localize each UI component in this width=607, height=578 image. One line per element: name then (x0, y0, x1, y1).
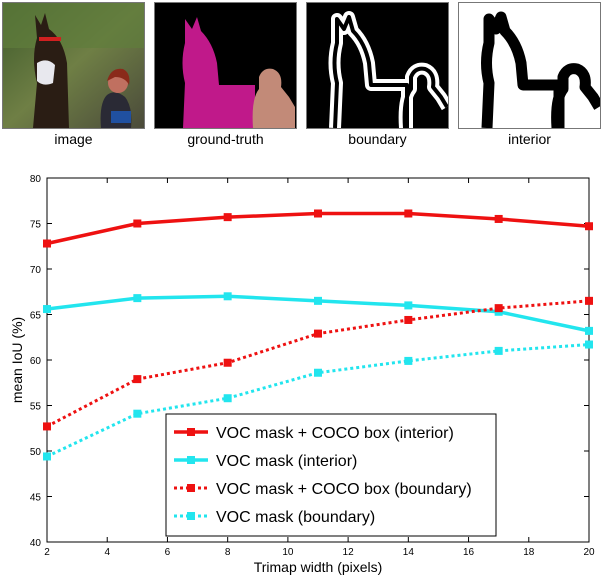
legend-swatch-marker (187, 428, 195, 436)
legend-entry: VOC mask (boundary) (216, 509, 375, 526)
data-point (223, 358, 232, 367)
interior-panel (458, 2, 601, 129)
line-chart: 2 4 6 8 10 12 14 16 18 20 40 45 50 55 60 65 70 75 80 VOC m… (9, 174, 595, 575)
boundary-trimap (307, 3, 448, 128)
x-tick-label: 18 (523, 547, 535, 558)
boundary-panel (306, 2, 449, 129)
series-2 (43, 296, 593, 431)
legend-entry: VOC mask (interior) (216, 453, 357, 470)
x-tick-label: 6 (165, 547, 171, 558)
data-point (314, 209, 322, 218)
legend-box (165, 413, 497, 537)
legend-swatch-marker (187, 512, 195, 520)
data-point (133, 375, 142, 384)
series-layer (43, 209, 593, 461)
series-line (46, 299, 590, 428)
data-point (314, 368, 322, 377)
data-point (133, 409, 142, 418)
legend-swatch-marker (187, 484, 195, 492)
data-point (314, 296, 322, 305)
y-tick-label: 55 (30, 402, 42, 413)
interior-trimap (459, 3, 600, 128)
series-3 (43, 340, 593, 461)
data-point (43, 452, 51, 461)
data-point (585, 222, 593, 231)
x-tick-label: 8 (225, 547, 231, 558)
x-tick-label: 14 (403, 547, 415, 558)
horse-photo (3, 3, 144, 128)
data-point (404, 315, 413, 324)
data-point (585, 326, 593, 335)
y-tick-label: 60 (30, 356, 42, 367)
legend-swatch-marker (187, 456, 195, 464)
series-1 (43, 292, 593, 335)
series-0 (43, 209, 593, 248)
legend: VOC mask + COCO box (interior) VOC mask (… (165, 413, 497, 537)
x-tick-label: 16 (463, 547, 475, 558)
data-point (494, 304, 503, 313)
x-tick-label: 4 (104, 547, 110, 558)
data-point (133, 294, 142, 303)
y-tick-label: 50 (30, 447, 42, 458)
legend-entry: VOC mask + COCO box (interior) (216, 425, 454, 442)
y-tick-label: 45 (30, 493, 42, 504)
x-tick-label: 10 (282, 547, 294, 558)
data-point (585, 296, 593, 305)
series-line (46, 211, 590, 246)
x-tick-label: 2 (44, 547, 50, 558)
data-point (404, 301, 413, 310)
caption-ground-truth: ground-truth (187, 131, 264, 147)
y-tick-label: 40 (30, 538, 42, 549)
x-tick-label: 12 (343, 547, 355, 558)
data-point (223, 213, 232, 222)
axes: 2 4 6 8 10 12 14 16 18 20 40 45 50 55 60 65 70 75 80 (30, 174, 595, 558)
y-tick-label: 75 (30, 220, 42, 231)
data-point (43, 239, 51, 248)
x-axis-label: Trimap width (pixels) (254, 559, 383, 575)
data-point (223, 292, 232, 301)
data-point (43, 422, 51, 431)
y-tick-label: 80 (30, 174, 42, 185)
caption-interior: interior (508, 131, 551, 147)
caption-image: image (54, 131, 93, 147)
ground-truth-mask (155, 3, 296, 128)
data-point (494, 346, 503, 355)
y-tick-label: 70 (30, 265, 42, 276)
legend-entry: VOC mask + COCO box (boundary) (216, 481, 472, 498)
x-tick-label: 20 (583, 547, 595, 558)
data-point (494, 214, 503, 223)
data-point (404, 356, 413, 365)
data-point (314, 329, 322, 338)
data-point (133, 219, 142, 228)
y-axis-label: mean IoU (%) (9, 317, 25, 403)
data-point (404, 209, 413, 218)
data-point (223, 394, 232, 403)
data-point (43, 305, 51, 314)
photo-panel (2, 2, 145, 129)
ground-truth-panel (154, 2, 297, 129)
y-tick-label: 65 (30, 311, 42, 322)
caption-boundary: boundary (348, 131, 407, 147)
data-point (585, 340, 593, 349)
